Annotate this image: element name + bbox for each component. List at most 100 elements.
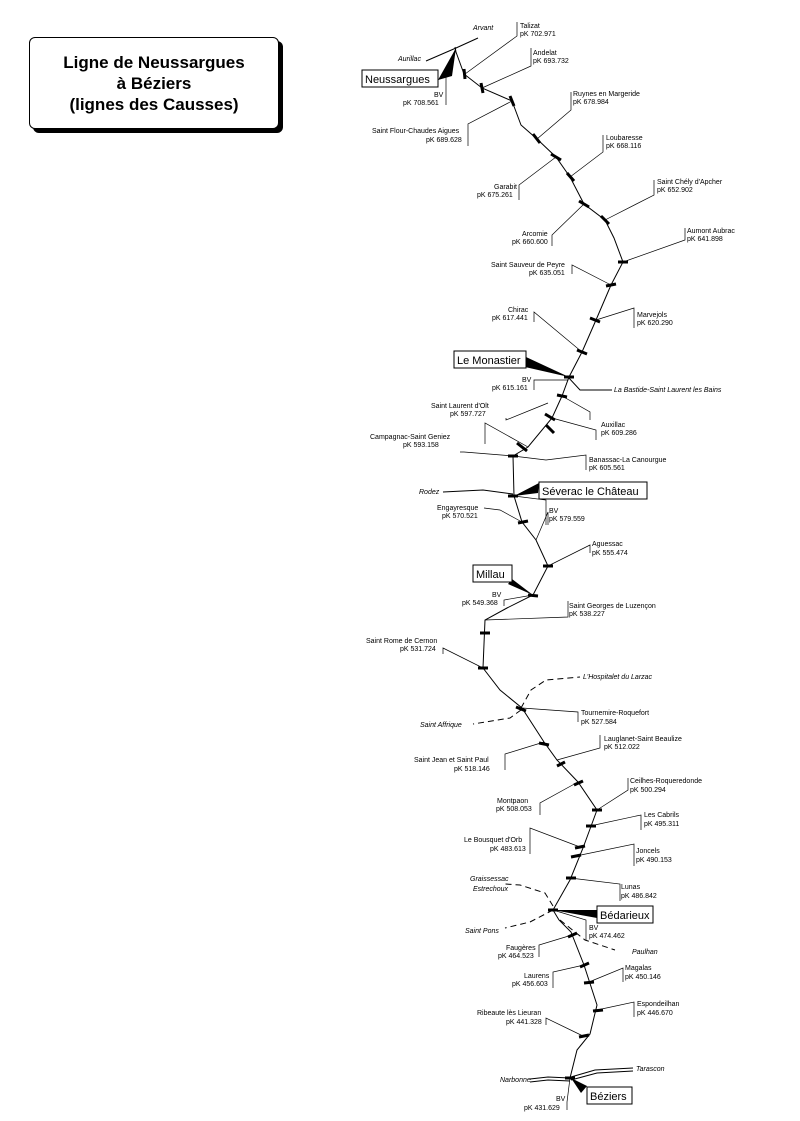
- pk-le-monastier: pK 615.161: [492, 385, 528, 392]
- bv-severac: BV: [549, 508, 559, 515]
- station-name: Faugères: [506, 945, 536, 952]
- station-name: Garabit: [494, 184, 517, 191]
- title-box: Ligne de Neussargues à Béziers (lignes d…: [29, 37, 279, 129]
- station-pk: pK 531.724: [400, 646, 436, 653]
- station-name: Engayresque: [437, 505, 478, 512]
- label-neussargues: Neussargues: [365, 74, 430, 86]
- direction-estrechoux: Estrechoux: [473, 886, 509, 893]
- station-name: Laurens: [524, 973, 550, 980]
- station-name: Loubaresse: [606, 135, 643, 142]
- station-pk: pK 508.053: [496, 806, 532, 813]
- station-pk: pK 641.898: [687, 236, 723, 243]
- station-pk: pK 555.474: [592, 550, 628, 557]
- station-name: Espondeilhan: [637, 1001, 680, 1008]
- station-pk: pK 570.521: [442, 513, 478, 520]
- station-name: Montpaon: [497, 798, 528, 805]
- station-name: Ribeaute lès Lieuran: [477, 1010, 541, 1017]
- direction-la-bastide: La Bastide-Saint Laurent les Bains: [614, 387, 722, 394]
- box-severac: [538, 481, 648, 500]
- station-pk: pK 486.842: [621, 893, 657, 900]
- station-name: Campagnac-Saint Geniez: [370, 434, 451, 441]
- label-severac: Séverac le Château: [542, 486, 639, 498]
- tick-faugeres: [567, 931, 578, 939]
- station-pk: pK 617.441: [492, 315, 528, 322]
- station-name: Andelat: [533, 50, 557, 57]
- pk-millau: pK 549.368: [462, 600, 498, 607]
- station-pk: pK 593.158: [403, 442, 439, 449]
- station-labels: Talizat pK 702.971 Andelat pK 693.732 Ru…: [366, 23, 735, 1026]
- station-pk: pK 495.311: [644, 821, 679, 828]
- station-name: Saint Laurent d'Olt: [431, 403, 489, 410]
- station-name: Saint Rome de Cernon: [366, 638, 437, 645]
- direction-saint-affrique: Saint Affrique: [420, 722, 462, 729]
- station-name: Saint Georges de Luzençon: [569, 603, 656, 610]
- station-name: Saint Jean et Saint Paul: [414, 757, 489, 764]
- tick-talizat: [462, 68, 467, 80]
- station-name: Chirac: [508, 307, 529, 314]
- station-pk: pK 689.628: [426, 137, 462, 144]
- station-pk: pK 609.286: [601, 430, 637, 437]
- station-pk: pK 483.613: [490, 846, 526, 853]
- tick-engayresque: [517, 519, 529, 525]
- bv-le-monastier: BV: [522, 377, 532, 384]
- station-pk: pK 675.261: [477, 192, 513, 199]
- pk-severac: pK 579.559: [549, 516, 585, 523]
- station-name: Les Cabrils: [644, 812, 680, 819]
- bv-beziers: BV: [556, 1096, 566, 1103]
- station-name: Lauglanet-Saint Beaulize: [604, 736, 682, 743]
- main-station-boxes: [361, 69, 654, 1105]
- station-name: Arcomie: [522, 231, 548, 238]
- branch-narbonne-2: [529, 1079, 571, 1083]
- title-line-3: (lignes des Causses): [69, 94, 239, 114]
- station-pk: pK 597.727: [450, 411, 486, 418]
- station-pk: pK 464.523: [498, 953, 534, 960]
- tick-campagnac: [516, 441, 528, 453]
- tick-marvejols: [589, 316, 601, 324]
- direction-saint-pons: Saint Pons: [465, 928, 499, 935]
- box-millau: [472, 564, 513, 583]
- station-pk: pK 500.294: [630, 787, 666, 794]
- station-name: Magalas: [625, 965, 652, 972]
- branch-tarascon-2: [570, 1070, 634, 1081]
- branch-hospitalet: [520, 676, 581, 709]
- station-pk: pK 490.153: [636, 857, 672, 864]
- station-pk: pK 512.022: [604, 744, 640, 751]
- tick-millau: [527, 593, 539, 598]
- pk-bedarieux: pK 474.462: [589, 933, 625, 940]
- station-pk: pK 456.603: [512, 981, 548, 988]
- tick-banassac: [544, 423, 556, 435]
- branch-rodez: [442, 489, 514, 495]
- tick-ruynes: [531, 133, 542, 144]
- tick-montpaon: [573, 779, 584, 787]
- label-le-monastier: Le Monastier: [457, 355, 521, 367]
- direction-arvant: Arvant: [472, 25, 494, 32]
- tick-saint-flour: [508, 95, 516, 107]
- box-neussargues: [361, 69, 439, 88]
- leader-lines: [442, 22, 686, 1110]
- station-pk: pK 518.146: [454, 766, 490, 773]
- direction-graissessac: Graissessac: [470, 876, 509, 883]
- box-beziers: [586, 1086, 633, 1105]
- station-pk: pK 652.902: [657, 187, 693, 194]
- tick-espondeilhan: [592, 1008, 604, 1013]
- branch-tarascon: [570, 1067, 634, 1078]
- branch-graissessac: [504, 883, 554, 907]
- tick-laurens: [579, 961, 590, 969]
- station-pk: pK 446.670: [637, 1010, 673, 1017]
- station-pk: pK 635.051: [529, 270, 565, 277]
- label-millau: Millau: [476, 569, 505, 581]
- box-le-monastier: [453, 350, 527, 369]
- station-pk: pK 678.984: [573, 99, 609, 106]
- bv-neussargues: BV: [434, 92, 444, 99]
- station-name: Ceilhes-Roqueredonde: [630, 778, 702, 785]
- direction-rodez: Rodez: [419, 489, 440, 496]
- label-bedarieux: Bédarieux: [600, 910, 650, 922]
- branch-arvant: [455, 37, 479, 49]
- station-name: Marvejols: [637, 312, 667, 319]
- station-pk: pK 538.227: [569, 611, 605, 618]
- station-name: Banassac-La Canourgue: [589, 457, 667, 464]
- station-pk: pK 693.732: [533, 58, 569, 65]
- station-pk: pK 527.584: [581, 719, 617, 726]
- station-name: Aguessac: [592, 541, 623, 548]
